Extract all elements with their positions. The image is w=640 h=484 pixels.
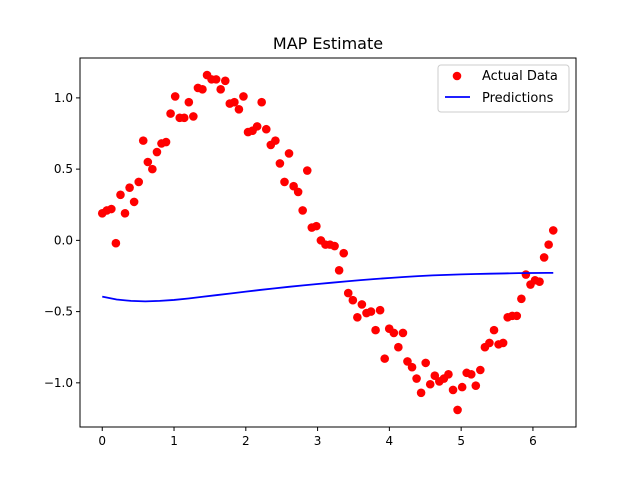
data-point (312, 221, 321, 231)
series-line-predictions (102, 271, 554, 303)
data-point (230, 97, 239, 107)
data-point (539, 253, 549, 262)
data-point (498, 338, 508, 348)
data-point (275, 159, 285, 168)
chart-title: MAP Estimate (273, 34, 383, 53)
legend-box (437, 64, 570, 113)
y-tick-label: 0.0 (54, 233, 73, 247)
data-point (389, 328, 399, 338)
legend-marker-actual-data (452, 71, 462, 81)
data-point (448, 385, 458, 395)
data-point (239, 92, 248, 101)
data-point (138, 136, 148, 145)
data-point (280, 177, 289, 187)
data-point (425, 379, 435, 389)
data-point (143, 157, 153, 167)
data-point (544, 240, 553, 249)
data-point (453, 405, 462, 415)
data-point (166, 109, 175, 118)
data-point (457, 382, 467, 392)
data-point (517, 294, 526, 304)
data-point (134, 177, 144, 187)
data-point (366, 307, 376, 316)
data-point (485, 338, 494, 348)
x-tick-label: 3 (314, 434, 322, 448)
data-point (489, 325, 499, 335)
data-point (444, 369, 453, 379)
data-point (476, 365, 485, 375)
legend-label-predictions: Predictions (482, 91, 554, 106)
data-point (471, 381, 481, 390)
data-point (298, 206, 307, 215)
data-point (293, 187, 303, 197)
data-point (189, 112, 198, 121)
data-point (184, 97, 194, 107)
data-point (148, 164, 157, 174)
data-point (357, 300, 367, 309)
data-point (252, 122, 262, 131)
data-point (466, 369, 476, 379)
data-point (211, 75, 221, 84)
data-point (216, 85, 225, 94)
data-point (512, 311, 522, 321)
data-point (129, 197, 139, 207)
x-tick-label: 2 (242, 434, 250, 448)
data-point (416, 388, 426, 398)
data-point (380, 354, 390, 363)
ticks: 0 1 2 3 4 5 6 −1.0 −0.5 0.0 0.5 1.0 (44, 91, 537, 448)
data-point (548, 226, 558, 235)
data-point (412, 374, 421, 383)
data-point (330, 241, 339, 251)
y-tick-label: −0.5 (44, 305, 73, 319)
data-point (198, 85, 207, 94)
data-point (220, 76, 230, 86)
data-point (234, 104, 244, 114)
data-point (111, 238, 121, 248)
y-tick-label: 1.0 (54, 91, 73, 105)
axes-frame (79, 57, 577, 428)
y-tick-label: −1.0 (44, 376, 73, 390)
data-point (302, 166, 312, 175)
data-point (284, 149, 294, 158)
data-point (371, 325, 380, 335)
data-point (521, 270, 531, 279)
data-point (170, 92, 180, 101)
data-point (120, 208, 130, 218)
data-point (334, 265, 344, 275)
data-point (271, 136, 280, 145)
data-point (353, 312, 362, 322)
data-point (179, 113, 189, 123)
data-point (261, 124, 271, 134)
data-point (407, 362, 417, 372)
y-tick-label: 0.5 (54, 162, 73, 176)
data-point (339, 248, 349, 258)
data-point (107, 204, 116, 214)
data-point (161, 137, 171, 147)
data-point (348, 295, 358, 305)
legend: Actual Data Predictions (437, 64, 570, 113)
legend-label-actual-data: Actual Data (482, 69, 558, 84)
data-point (116, 190, 125, 200)
data-point (398, 328, 408, 338)
data-point (375, 305, 385, 315)
plot-area (97, 70, 558, 415)
x-tick-label: 4 (386, 434, 394, 448)
data-point (152, 147, 162, 157)
x-tick-label: 0 (98, 434, 106, 448)
data-point (421, 358, 430, 368)
data-point (535, 277, 544, 286)
x-tick-label: 5 (457, 434, 465, 448)
data-point (125, 183, 134, 192)
data-point (403, 357, 412, 366)
data-point (343, 288, 353, 298)
x-tick-label: 1 (170, 434, 178, 448)
data-point (394, 342, 403, 352)
x-tick-label: 6 (529, 434, 537, 448)
data-point (257, 97, 266, 107)
